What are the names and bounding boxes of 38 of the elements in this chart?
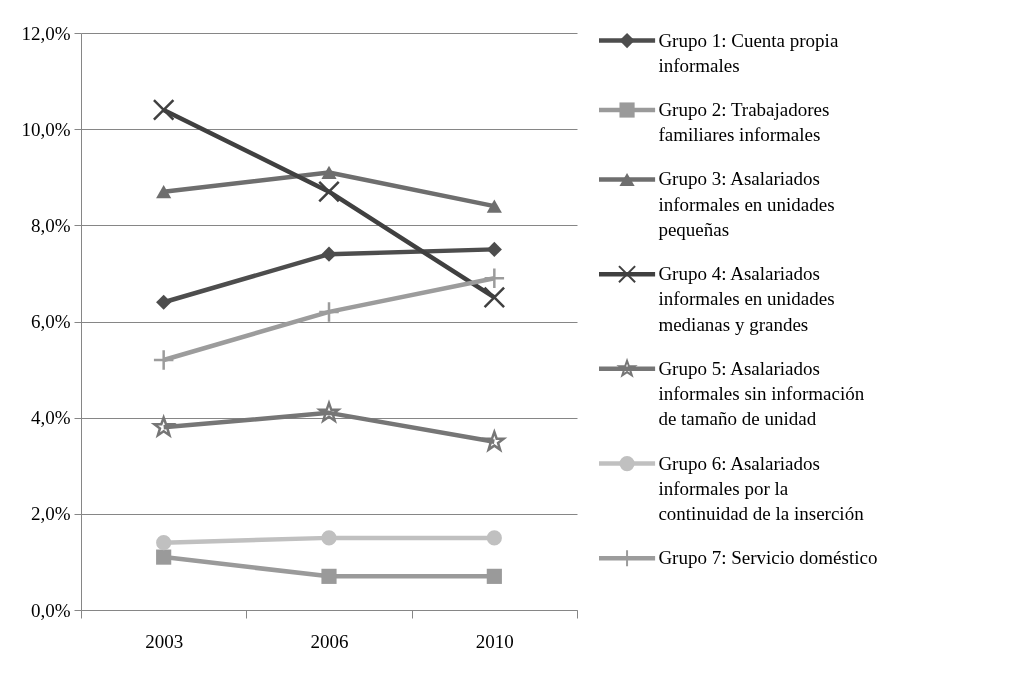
- y-tick-label: 10,0%: [21, 118, 71, 140]
- y-tick-label: 12,0%: [21, 22, 71, 44]
- legend-label: Grupo 6: Asalariados informales por la continuidad de la inserción: [658, 452, 865, 525]
- point: [156, 535, 172, 551]
- point: [156, 185, 172, 199]
- point: [483, 267, 506, 290]
- y-tick-label: 2,0%: [30, 503, 71, 525]
- point: [318, 180, 340, 203]
- y-tick-label: 6,0%: [30, 311, 71, 332]
- point: [486, 241, 502, 257]
- x-tick-label: 2010: [475, 630, 514, 652]
- point: [486, 530, 502, 546]
- point: [321, 568, 337, 584]
- point: [486, 199, 502, 213]
- legend-label: Grupo 5: Asalariados informales sin información de tamaño de unidad: [658, 357, 865, 430]
- point: [152, 348, 175, 371]
- x-tick-label: 2006: [310, 630, 349, 652]
- point: [321, 246, 337, 262]
- x-tick-label: 2003: [145, 630, 184, 652]
- y-tick-label: 8,0%: [30, 214, 71, 236]
- legend-label: Grupo 4: Asalariados informales en unidades medianas y grandes: [658, 263, 835, 335]
- point: [152, 98, 175, 121]
- legend-label: Grupo 7: Servicio doméstico: [658, 547, 878, 569]
- legend-label: Grupo 2: Trabajadores familiares informales: [658, 99, 830, 146]
- point: [151, 414, 177, 439]
- point: [486, 568, 502, 584]
- point: [321, 165, 337, 180]
- point: [156, 549, 172, 565]
- y-tick-label: 0,0%: [30, 599, 71, 621]
- point: [156, 294, 172, 310]
- point: [316, 399, 342, 424]
- y-tick-label: 4,0%: [30, 407, 71, 429]
- point: [318, 300, 340, 323]
- point: [483, 286, 506, 309]
- legend-label: Grupo 3: Asalariados informales en unidades pequeñas: [658, 168, 835, 240]
- legend-label: Grupo 1: Cuenta propia informales: [658, 29, 839, 76]
- point: [321, 530, 337, 546]
- point: [482, 428, 507, 453]
